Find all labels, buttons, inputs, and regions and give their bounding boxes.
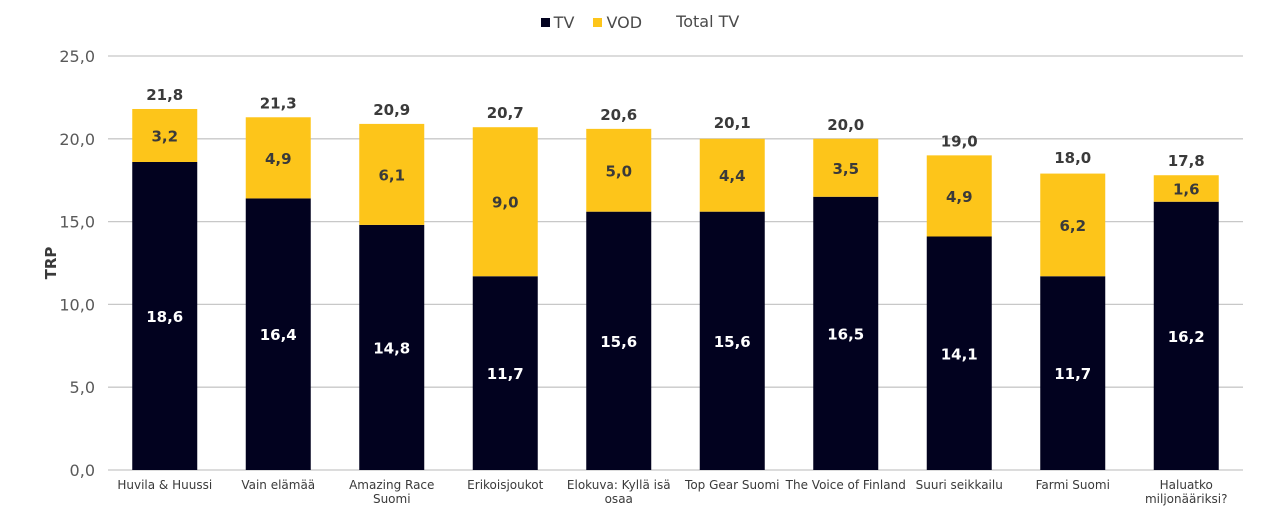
bar-tv bbox=[245, 198, 311, 470]
data-label-vod: 9,0 bbox=[492, 194, 519, 212]
data-label-tv: 14,1 bbox=[941, 345, 978, 363]
data-label-tv: 15,6 bbox=[600, 333, 637, 351]
data-label-tv: 16,5 bbox=[827, 325, 864, 343]
data-label-total: 21,3 bbox=[260, 94, 297, 112]
x-tick-label: Vain elämää bbox=[241, 478, 315, 492]
bar-vod bbox=[586, 128, 652, 212]
y-tick-label: 5,0 bbox=[70, 378, 95, 397]
bar-tv bbox=[132, 161, 198, 470]
bar-vod bbox=[813, 138, 879, 197]
bar-tv bbox=[1153, 201, 1219, 470]
legend-label-vod: VOD bbox=[606, 13, 643, 32]
data-label-tv: 11,7 bbox=[487, 365, 524, 383]
data-label-total: 20,0 bbox=[827, 116, 864, 134]
bar-tv bbox=[586, 211, 652, 470]
x-tick-label: Haluatko miljonääriksi? bbox=[1145, 478, 1228, 506]
bar-tv bbox=[1040, 276, 1106, 470]
legend: TV VOD Total TV bbox=[0, 12, 1280, 32]
bar-vod bbox=[359, 123, 425, 225]
legend-item-total-tv: Total TV bbox=[676, 12, 739, 31]
data-label-total: 20,9 bbox=[373, 101, 410, 119]
data-label-vod: 4,9 bbox=[265, 150, 292, 168]
legend-swatch-vod bbox=[593, 18, 603, 27]
data-label-vod: 6,1 bbox=[378, 166, 405, 184]
y-tick-label: 10,0 bbox=[59, 295, 95, 314]
data-labels: 18,6 3,2 21,8 16,4 4,9 21,3 14,8 6,1 20,9 11,7 9,0… bbox=[146, 86, 1205, 383]
y-tick-label: 0,0 bbox=[70, 461, 95, 480]
bar-vod bbox=[472, 127, 538, 277]
data-label-tv: 18,6 bbox=[146, 308, 183, 326]
legend-swatch-tv bbox=[540, 18, 550, 27]
data-label-vod: 4,9 bbox=[946, 188, 973, 206]
bar-vod bbox=[132, 108, 198, 162]
x-tick-label: Erikoisjoukot bbox=[467, 478, 543, 492]
legend-item-tv: TV bbox=[540, 13, 575, 32]
data-label-vod: 1,6 bbox=[1173, 180, 1200, 198]
data-label-vod: 6,2 bbox=[1059, 217, 1086, 235]
bar-vod bbox=[245, 117, 311, 199]
x-tick-label: Elokuva: Kyllä isä osaa bbox=[567, 478, 671, 506]
data-label-total: 20,1 bbox=[714, 114, 751, 132]
x-tick-label: Amazing Race Suomi bbox=[349, 478, 434, 506]
bar-tv bbox=[472, 276, 538, 470]
bar-vod bbox=[1153, 175, 1219, 202]
data-label-vod: 3,5 bbox=[832, 160, 859, 178]
y-tick-label: 15,0 bbox=[59, 213, 95, 232]
data-label-vod: 4,4 bbox=[719, 167, 746, 185]
y-tick-label: 25,0 bbox=[59, 47, 95, 66]
y-axis-label: TRP bbox=[42, 247, 60, 280]
x-tick-label: Huvila & Huussi bbox=[117, 478, 212, 492]
data-label-tv: 11,7 bbox=[1054, 365, 1091, 383]
data-label-total: 17,8 bbox=[1168, 152, 1205, 170]
bar-vod bbox=[1040, 173, 1106, 277]
data-label-total: 21,8 bbox=[146, 86, 183, 104]
y-axis-ticks: 0,0 5,0 10,0 15,0 20,0 25,0 bbox=[59, 47, 95, 480]
x-tick-label: The Voice of Finland bbox=[785, 478, 906, 492]
data-label-tv: 16,4 bbox=[260, 326, 297, 344]
x-tick-label: Farmi Suomi bbox=[1036, 478, 1110, 492]
bar-tv bbox=[699, 211, 765, 470]
data-label-vod: 3,2 bbox=[151, 127, 178, 145]
bar-tv bbox=[813, 196, 879, 470]
legend-label-tv: TV bbox=[553, 13, 575, 32]
bar-vod bbox=[699, 138, 765, 212]
data-label-tv: 14,8 bbox=[373, 339, 410, 357]
data-label-tv: 15,6 bbox=[714, 333, 751, 351]
legend-item-vod: VOD bbox=[593, 13, 642, 32]
bar-tv bbox=[926, 236, 992, 470]
y-tick-label: 20,0 bbox=[59, 130, 95, 149]
data-label-tv: 16,2 bbox=[1168, 328, 1205, 346]
x-tick-label: Top Gear Suomi bbox=[684, 478, 779, 492]
bar-tv bbox=[359, 224, 425, 470]
legend-label-total-tv: Total TV bbox=[676, 12, 740, 31]
data-label-total: 18,0 bbox=[1054, 149, 1091, 167]
data-label-total: 20,6 bbox=[600, 106, 637, 124]
bar-vod bbox=[926, 155, 992, 237]
x-tick-label: Suuri seikkailu bbox=[916, 478, 1003, 492]
x-axis-ticks: Huvila & Huussi Vain elämää Amazing Race Su… bbox=[117, 478, 1227, 506]
bars bbox=[132, 108, 1219, 470]
data-label-total: 20,7 bbox=[487, 104, 524, 122]
data-label-vod: 5,0 bbox=[605, 162, 632, 180]
data-label-total: 19,0 bbox=[941, 132, 978, 150]
